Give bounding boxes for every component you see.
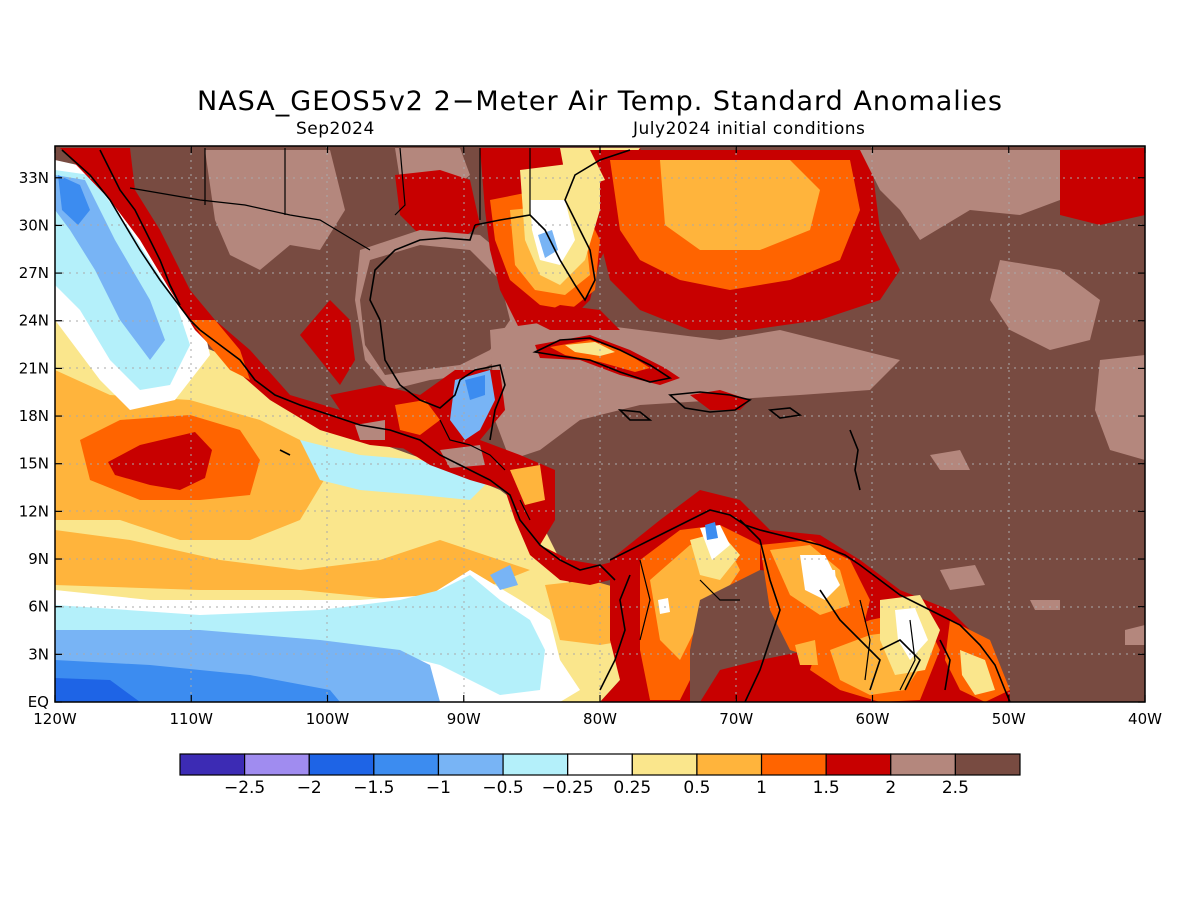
colorbar-label: 2.5 (942, 778, 969, 798)
y-tick-label: 15N (19, 455, 49, 473)
colorbar-label: 0.25 (613, 778, 651, 798)
coastlines (61, 149, 1011, 702)
colorbar-label: 1.5 (813, 778, 840, 798)
y-tick-label: 9N (28, 550, 49, 568)
colorbar-swatch (308, 753, 375, 776)
colorbar-swatch (631, 753, 698, 776)
colorbar-swatch (760, 753, 827, 776)
colorbar-swatch (179, 753, 246, 776)
colorbar-swatch (954, 753, 1021, 776)
anomaly-field (55, 146, 1145, 702)
colorbar-label: −0.25 (542, 778, 594, 798)
y-tick-label: 24N (19, 312, 49, 330)
y-tick-label: EQ (28, 693, 49, 711)
colorbar-swatch (567, 753, 633, 776)
colorbar-label: 0.5 (683, 778, 710, 798)
y-tick-label: 6N (28, 598, 49, 616)
colorbar-swatch (373, 753, 440, 776)
colorbar-label: −1 (426, 778, 451, 798)
forecast-month-label: Sep2024 (296, 119, 375, 139)
colorbar-swatch (244, 753, 310, 776)
colorbar-swatch (696, 753, 763, 776)
y-tick-label: 12N (19, 502, 49, 520)
latitude-labels: EQ 3N 6N 9N 12N 15N 18N 21N 24N 27N 30N 33N (19, 169, 49, 711)
x-tick-label: 100W (306, 710, 350, 728)
axis-ticks (54, 146, 1146, 703)
y-tick-label: 27N (19, 264, 49, 282)
colorbar-label: 1 (756, 778, 767, 798)
x-tick-label: 70W (719, 710, 753, 728)
colorbar-labels: −2.5 −2 −1.5 −1 −0.5 −0.25 0.25 0.5 1 1.5 2 2.5 (224, 778, 969, 798)
initial-conditions-label: July2024 initial conditions (633, 119, 866, 139)
colorbar-label: 2 (885, 778, 896, 798)
colorbar-label: −2 (297, 778, 322, 798)
colorbar (179, 753, 1021, 776)
y-tick-label: 18N (19, 407, 49, 425)
y-tick-label: 3N (28, 645, 49, 663)
longitude-labels: 120W 110W 100W 90W 80W 70W 60W 50W 40W (33, 710, 1162, 728)
x-tick-label: 40W (1128, 710, 1162, 728)
colorbar-swatch (502, 753, 569, 776)
x-tick-label: 50W (992, 710, 1026, 728)
country-borders (129, 147, 916, 691)
x-tick-label: 80W (583, 710, 617, 728)
colorbar-label: −0.5 (482, 778, 523, 798)
colorbar-swatch (890, 753, 956, 776)
map-gridlines (55, 146, 1145, 702)
colorbar-swatch (437, 753, 504, 776)
colorbar-label: −1.5 (353, 778, 394, 798)
y-tick-label: 33N (19, 169, 49, 187)
y-tick-label: 30N (19, 216, 49, 234)
x-tick-label: 90W (447, 710, 481, 728)
colorbar-label: −2.5 (224, 778, 265, 798)
x-tick-label: 110W (170, 710, 214, 728)
x-tick-label: 120W (33, 710, 77, 728)
y-tick-label: 21N (19, 359, 49, 377)
x-tick-label: 60W (856, 710, 890, 728)
map-title: NASA_GEOS5v2 2−Meter Air Temp. Standard … (197, 86, 1003, 117)
colorbar-swatch (825, 753, 892, 776)
